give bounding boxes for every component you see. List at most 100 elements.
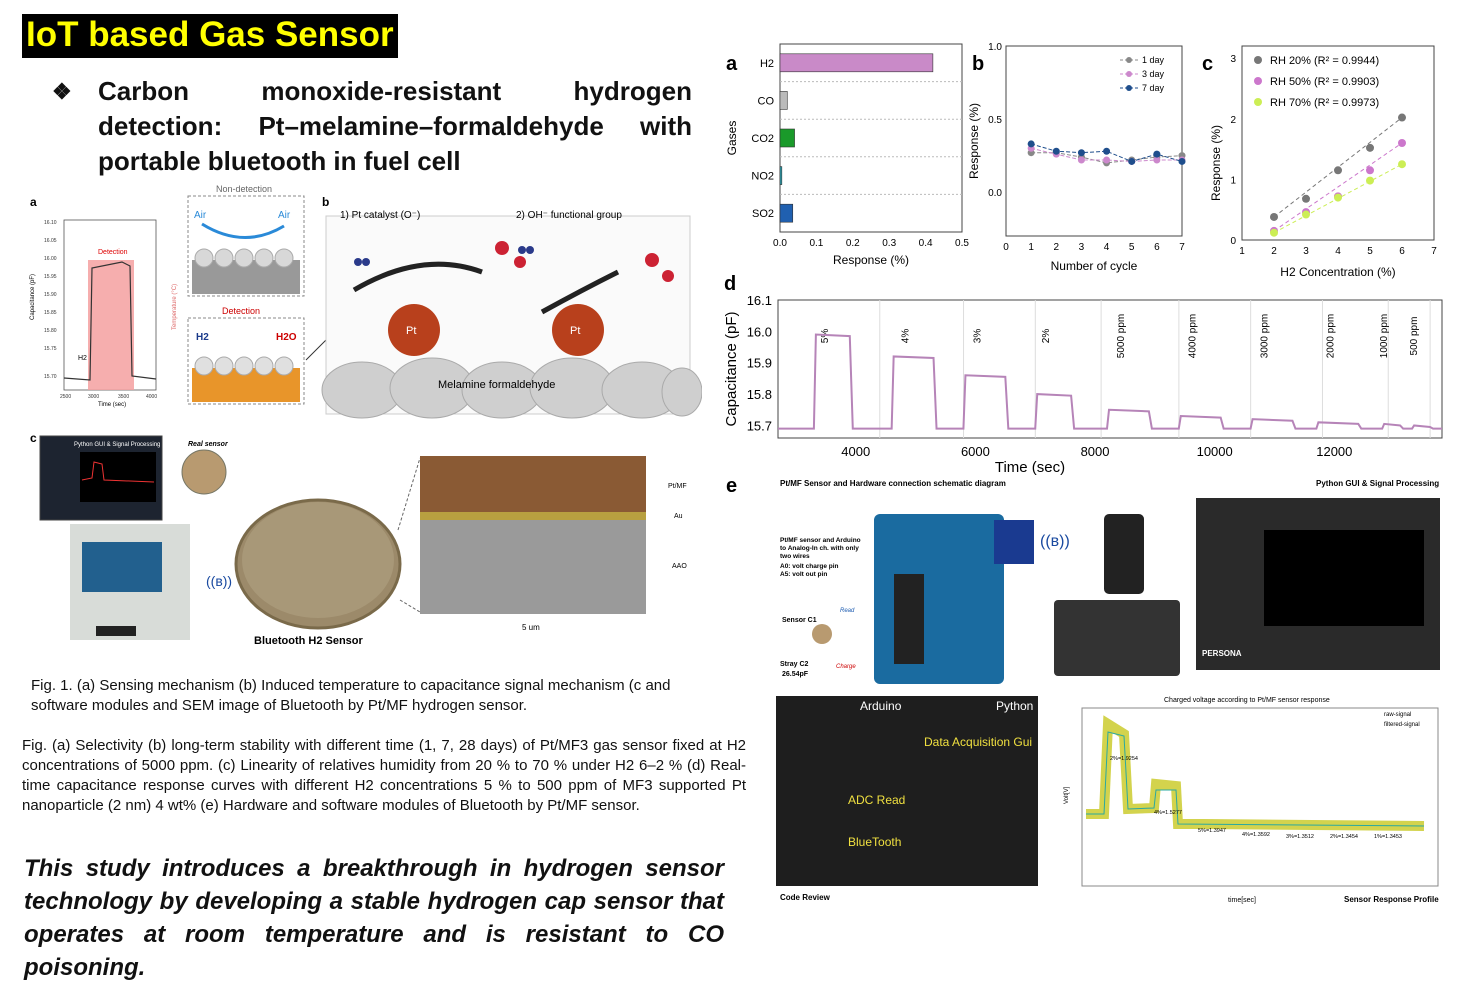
fig1c-sem-ptmf [420, 456, 646, 512]
persona-logo: PERSONA [1202, 649, 1242, 658]
fig1b-arrow-2 [540, 269, 620, 315]
chart-c-xtick: 4 [1335, 246, 1341, 257]
chart-c-xtick: 1 [1239, 246, 1245, 257]
figure-1-caption: Fig. 1. (a) Sensing mechanism (b) Induce… [31, 677, 671, 714]
chart-a-frame [779, 43, 963, 233]
legend-raw: raw-signal [1384, 712, 1411, 718]
response-xlabel: time[sec] [1228, 897, 1256, 904]
chart-d-xtick: 4000 [841, 444, 870, 459]
chart-b-legend-label: 7 day [1142, 83, 1165, 93]
fig1-panel-a-letter: a [30, 195, 37, 209]
chart-d-concentration-label: 1000 ppm [1379, 314, 1390, 358]
chart-c-point [1398, 113, 1406, 122]
chart-a-category-label: SO2 [752, 208, 774, 220]
subtitle-block: ❖ Carbon monoxide-resistant hydrogen det… [52, 74, 692, 179]
response-profile-label: Sensor Response Profile [1344, 895, 1439, 904]
response-plot-title: Charged voltage according to Pt/MF senso… [1164, 697, 1330, 704]
code-python [906, 696, 1038, 886]
hw-note: Pt/MF sensor and Arduino [780, 537, 861, 544]
fig1a-ytick: 15.70 [44, 374, 57, 380]
response-annotation: 5%=1.3947 [1198, 828, 1226, 834]
chart-d-concentration-label: 2% [1041, 329, 1052, 344]
hw-note: A0: volt charge pin [780, 563, 839, 570]
chart-c-point [1398, 139, 1406, 147]
chart-d-ytick: 16.1 [747, 293, 772, 308]
chart-a-category-label: H2 [760, 58, 774, 70]
chart-b-point [1153, 156, 1161, 164]
chart-b-xtick: 1 [1028, 242, 1034, 253]
chart-b-xtick: 4 [1104, 242, 1110, 253]
chart-d-ytick: 15.9 [747, 356, 772, 371]
chart-c-ytick: 3 [1230, 54, 1236, 65]
chart-b-xlabel: Number of cycle [1051, 259, 1138, 273]
fig1c-real-sensor-photo [181, 449, 227, 495]
chart-a-ylabel: Gases [725, 121, 739, 156]
code-bt-label: BlueTooth [848, 835, 901, 849]
fig1c-sem-aao [420, 520, 646, 614]
hw-sensor-icon [812, 624, 832, 644]
chart-c-xtick: 7 [1431, 246, 1437, 257]
chart-c-point [1334, 166, 1342, 175]
chart-b-point [1052, 147, 1060, 155]
fig1c-gui-title: Python GUI & Signal Processing [74, 442, 160, 448]
chart-b-xtick: 6 [1154, 242, 1160, 253]
hw-read-label: Read [840, 608, 855, 614]
chart-b-point [1153, 150, 1161, 158]
chart-c-point [1270, 212, 1278, 221]
conclusion-text: This study introduces a breakthrough in … [24, 855, 724, 981]
chart-d-concentration-label: 3000 ppm [1260, 314, 1271, 358]
hw-charge-label: Charge [836, 664, 856, 670]
fig1b-substrate-label: Melamine formaldehyde [438, 379, 555, 391]
diamond-bullet-icon: ❖ [52, 79, 72, 104]
chart-b-ytick: 0.5 [988, 115, 1002, 126]
chart-c-legend-marker [1254, 56, 1262, 64]
fig1-panel-b-letter: b [322, 195, 329, 209]
hw-note: to Analog-In ch. with only [780, 545, 859, 552]
hw-stray-value: 26.54pF [782, 671, 809, 678]
response-annotation: 4%=1.5277 [1154, 810, 1182, 816]
chart-d-xtick: 8000 [1081, 444, 1110, 459]
code-arduino-label: Arduino [860, 699, 902, 713]
chart-d-letter: d [724, 273, 736, 295]
chart-b-legend-label: 3 day [1142, 69, 1165, 79]
fig1a-ytick: 15.80 [44, 328, 57, 334]
chart-d-concentration-label: 4000 ppm [1188, 314, 1199, 358]
chart-a-bar [779, 128, 795, 148]
code-review-label: Code Review [780, 893, 831, 902]
arduino-board [874, 514, 1004, 684]
fig1a-ytick: 15.90 [44, 292, 57, 298]
chart-d-concentration-label: 5% [820, 329, 831, 344]
response-plot-frame [1081, 707, 1439, 887]
chart-b-legend-label: 1 day [1142, 55, 1165, 65]
chart-a-bar [779, 203, 794, 223]
fig1b-pt-label: Pt [406, 325, 416, 337]
hw-stray-label: Stray C2 [780, 661, 809, 668]
chart-c-legend-marker [1254, 77, 1262, 85]
chart-c-point [1398, 160, 1406, 169]
chart-d-concentration-label: 4% [901, 329, 912, 344]
bt-module [994, 520, 1034, 564]
fig1a-detection-region [88, 260, 134, 390]
chart-c-point [1366, 176, 1374, 185]
chart-b-frame [1005, 45, 1183, 237]
chart-c-ylabel: Response (%) [1209, 125, 1223, 201]
chart-c-point [1366, 166, 1374, 175]
chart-a-bar [779, 166, 783, 185]
response-filtered-signal [1086, 731, 1425, 827]
phone-image [1104, 514, 1144, 594]
chart-c-point [1302, 194, 1310, 203]
chart-b-legend-marker [1126, 71, 1132, 77]
fig1c-sensor-label: Bluetooth H2 Sensor [254, 635, 364, 647]
chart-c-legend-label: RH 70% (R² = 0.9973) [1270, 97, 1379, 109]
panel-e: e Pt/MF Sensor and Hardware connection s… [726, 475, 1440, 904]
fig1a-air-in: Air [194, 210, 207, 221]
chart-b-legend-marker [1126, 85, 1132, 91]
code-python-label: Python [996, 699, 1033, 713]
response-annotation: 4%=1.3592 [1242, 832, 1270, 838]
fig1a-curve [63, 261, 157, 381]
chart-b-point [1077, 149, 1085, 157]
chart-c-fit-line [1273, 117, 1403, 218]
chart-b-point [1103, 156, 1111, 164]
chart-a-xtick: 0.2 [846, 238, 860, 249]
